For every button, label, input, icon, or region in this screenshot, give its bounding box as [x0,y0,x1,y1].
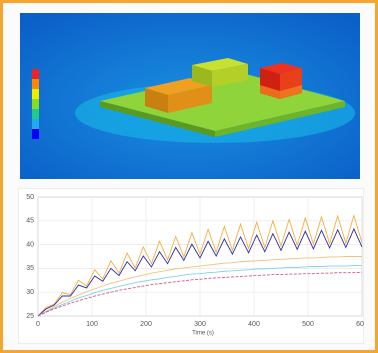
x-axis-label: Time (s) [192,331,214,337]
x-tick-label: 400 [248,321,260,328]
thermal-render [20,13,360,179]
y-tick-label: 35 [26,265,34,272]
y-tick-label: 40 [26,241,34,248]
x-tick-label: 200 [140,321,152,328]
y-tick-label: 50 [26,194,34,201]
x-tick-label: 500 [302,321,314,328]
x-tick-label: 0 [36,321,40,328]
y-tick-label: 25 [26,313,34,320]
chart: Time (s) 2530354045500100200300400500600 [18,188,364,344]
x-tick-label: 300 [194,321,206,328]
y-tick-label: 30 [26,289,34,296]
y-tick-label: 45 [26,218,34,225]
x-tick-label: 600 [356,321,364,328]
x-tick-label: 100 [86,321,98,328]
